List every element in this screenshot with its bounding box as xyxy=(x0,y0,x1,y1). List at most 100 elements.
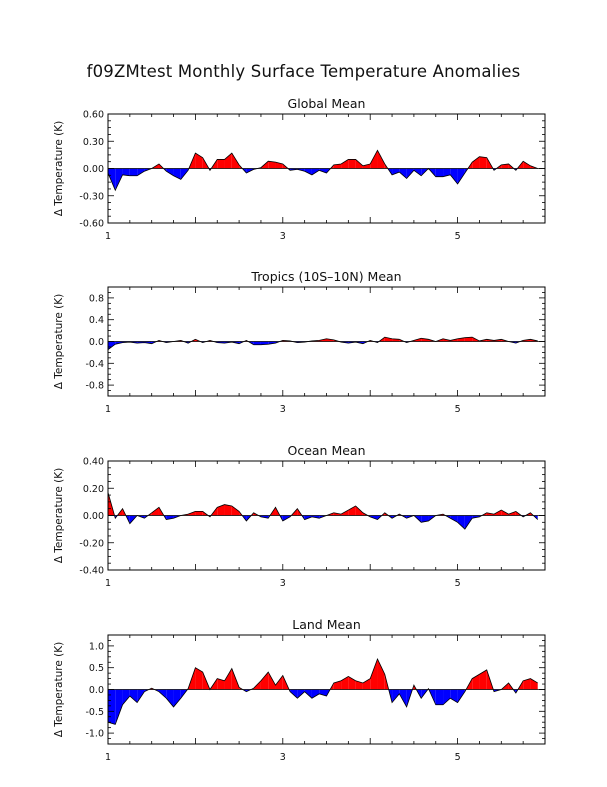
positive-anomaly-fill-37 xyxy=(377,150,385,169)
x-tick-label: 1 xyxy=(105,404,111,415)
negative-anomaly-fill-0 xyxy=(108,168,116,191)
y-axis-label: Δ Temperature (K) xyxy=(53,294,65,389)
positive-anomaly-fill-51 xyxy=(479,156,487,169)
negative-anomaly-fill-21 xyxy=(260,341,269,345)
positive-anomaly-fill-54 xyxy=(501,163,509,169)
positive-anomaly-fill-50 xyxy=(472,156,480,169)
x-tick-label: 1 xyxy=(105,752,111,763)
negative-anomaly-fill-27 xyxy=(304,168,312,175)
negative-anomaly-fill-40 xyxy=(399,689,407,707)
positive-anomaly-fill-37 xyxy=(377,658,385,690)
y-tick-label: -1.0 xyxy=(85,729,104,740)
y-tick-label: -0.5 xyxy=(85,707,104,718)
y-tick-label: 0.0 xyxy=(89,337,104,348)
negative-anomaly-fill-39 xyxy=(392,168,400,175)
negative-anomaly-fill-20 xyxy=(253,341,261,345)
y-tick-label: 0.00 xyxy=(83,164,104,175)
y-tick-label: 0.5 xyxy=(89,663,104,674)
positive-anomaly-fill-33 xyxy=(348,505,356,516)
positive-anomaly-fill-31 xyxy=(333,163,342,169)
positive-anomaly-fill-15 xyxy=(217,159,225,169)
negative-anomaly-fill-26 xyxy=(297,689,305,699)
negative-anomaly-fill-9 xyxy=(173,689,181,707)
y-tick-label: 0.30 xyxy=(83,137,104,148)
y-tick-label: -0.20 xyxy=(79,538,104,549)
positive-anomaly-fill-21 xyxy=(260,672,269,690)
positive-anomaly-fill-34 xyxy=(355,680,363,690)
positive-anomaly-fill-6 xyxy=(151,507,159,516)
positive-anomaly-fill-31 xyxy=(333,680,342,690)
negative-anomaly-fill-48 xyxy=(457,515,465,530)
y-tick-label: 0.4 xyxy=(89,315,104,326)
negative-anomaly-fill-2 xyxy=(122,168,130,176)
y-axis-label: Δ Temperature (K) xyxy=(53,468,65,563)
positive-anomaly-fill-12 xyxy=(195,511,203,516)
negative-anomaly-fill-46 xyxy=(443,168,451,177)
x-tick-label: 3 xyxy=(280,578,286,589)
negative-anomaly-fill-48 xyxy=(457,168,465,184)
negative-anomaly-fill-8 xyxy=(166,168,174,176)
negative-anomaly-fill-27 xyxy=(304,689,312,699)
x-tick-label: 5 xyxy=(455,752,461,763)
positive-anomaly-fill-15 xyxy=(217,678,225,690)
anomaly-series-line xyxy=(107,492,538,530)
negative-anomaly-fill-7 xyxy=(158,689,167,699)
y-tick-label: 0.0 xyxy=(89,685,104,696)
positive-anomaly-fill-36 xyxy=(370,658,378,690)
negative-anomaly-fill-3 xyxy=(129,168,138,176)
positive-anomaly-fill-35 xyxy=(362,678,371,690)
negative-anomaly-fill-29 xyxy=(319,168,327,174)
y-tick-label: 0.8 xyxy=(89,293,104,304)
positive-anomaly-fill-30 xyxy=(326,338,334,342)
negative-anomaly-fill-45 xyxy=(435,689,444,705)
negative-anomaly-fill-45 xyxy=(435,168,444,177)
panel-title: Global Mean xyxy=(288,96,366,111)
negative-anomaly-fill-43 xyxy=(421,515,429,523)
positive-anomaly-fill-57 xyxy=(523,678,531,690)
anomaly-series-line xyxy=(107,336,538,351)
positive-anomaly-fill-57 xyxy=(523,161,531,169)
positive-anomaly-fill-22 xyxy=(268,672,276,690)
negative-anomaly-fill-39 xyxy=(392,689,400,703)
negative-anomaly-fill-0 xyxy=(108,341,116,350)
positive-anomaly-fill-34 xyxy=(355,505,363,516)
y-tick-label: -0.60 xyxy=(79,219,104,230)
negative-anomaly-fill-8 xyxy=(166,689,174,707)
y-tick-label: -0.4 xyxy=(85,359,104,370)
y-tick-label: -0.8 xyxy=(85,381,104,392)
y-tick-label: 0.20 xyxy=(83,484,104,495)
negative-anomaly-fill-40 xyxy=(399,168,407,179)
negative-anomaly-fill-3 xyxy=(129,689,138,703)
anomaly-series-line xyxy=(107,149,538,192)
y-tick-label: 1.0 xyxy=(89,641,104,652)
y-tick-label: -0.30 xyxy=(79,191,104,202)
negative-anomaly-fill-1 xyxy=(115,689,123,725)
x-tick-label: 1 xyxy=(105,231,111,242)
x-tick-label: 5 xyxy=(455,578,461,589)
positive-anomaly-fill-16 xyxy=(224,504,232,516)
y-tick-label: 0.00 xyxy=(83,511,104,522)
chart-panel-3: 0.40 0.20 0.00 -0.20 -0.401 3 5 Ocean Mean Δ Tem… xyxy=(53,443,546,589)
positive-anomaly-fill-58 xyxy=(530,678,538,690)
positive-anomaly-fill-50 xyxy=(472,674,480,690)
negative-anomaly-fill-46 xyxy=(443,689,451,705)
chart-panel-4: 1.0 0.5 0.0 -0.5 -1.0 1 3 5 Land Mean Δ Temperatu… xyxy=(53,617,546,763)
positive-anomaly-fill-36 xyxy=(370,150,378,169)
page-title: f09ZMtest Monthly Surface Temperature An… xyxy=(86,62,521,81)
positive-anomaly-fill-38 xyxy=(384,337,393,342)
positive-anomaly-fill-17 xyxy=(231,505,240,516)
y-tick-label: -0.40 xyxy=(79,566,104,577)
negative-anomaly-fill-4 xyxy=(137,168,145,176)
positive-anomaly-fill-34 xyxy=(355,159,363,169)
positive-anomaly-fill-33 xyxy=(348,676,356,690)
negative-anomaly-fill-47 xyxy=(450,168,458,184)
x-tick-label: 5 xyxy=(455,404,461,415)
panel-title: Ocean Mean xyxy=(287,443,365,458)
positive-anomaly-fill-49 xyxy=(464,337,473,342)
negative-anomaly-fill-0 xyxy=(108,689,116,725)
y-tick-label: 0.60 xyxy=(83,110,104,121)
negative-anomaly-fill-47 xyxy=(450,689,458,703)
positive-anomaly-fill-12 xyxy=(195,667,203,690)
panel-title: Tropics (10S–10N) Mean xyxy=(250,269,401,284)
